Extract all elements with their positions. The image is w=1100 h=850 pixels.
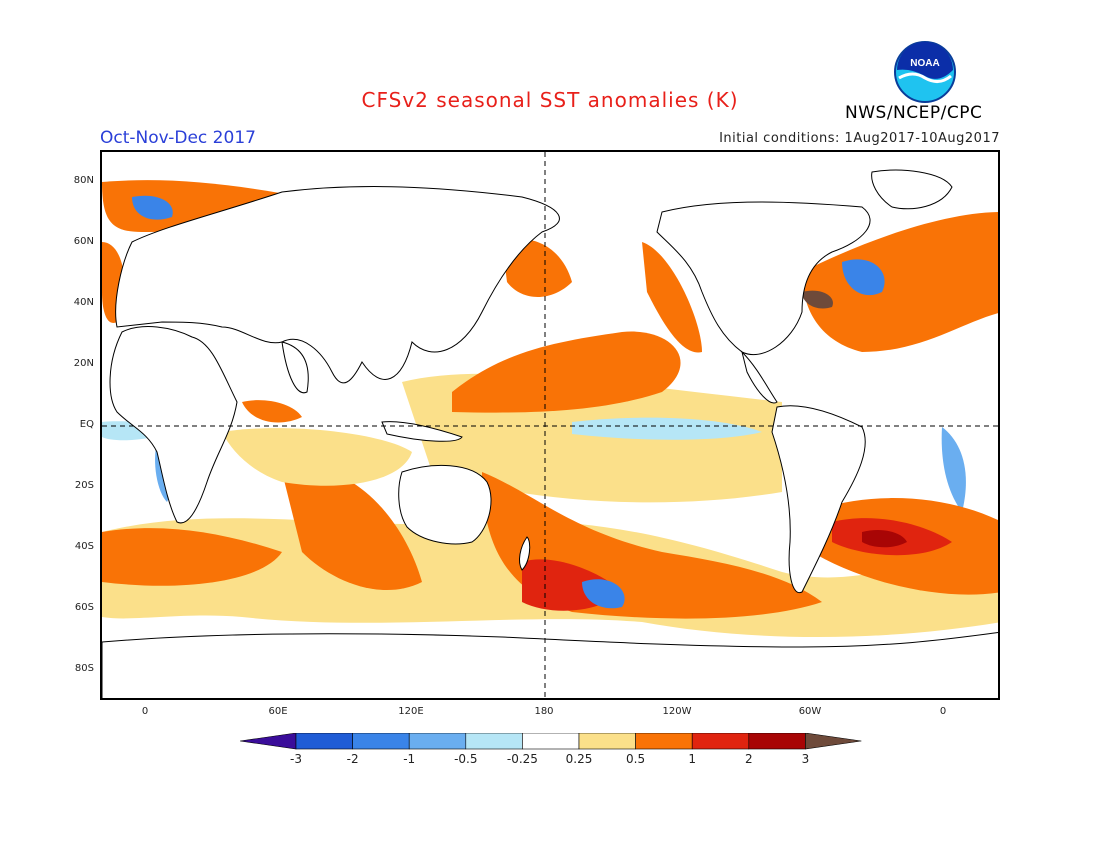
lat-label-20s: 20S [74,480,94,491]
colorbar-box-2 [352,732,410,750]
colorbar-min-triangle [239,732,297,750]
colorbar-box-8 [691,732,750,750]
lat-label-80n: 80N [73,175,94,186]
initial-conditions: Initial conditions: 1Aug2017-10Aug2017 [719,131,1000,146]
colorbar-svg [239,732,862,750]
colorbar-box-3 [408,732,467,750]
land-antarctica [102,632,998,698]
sst-anomaly-map [100,150,1000,700]
field-so-orange1 [282,468,422,591]
agency-label: NWS/NCEP/CPC [845,103,983,123]
field-npac-orange [452,331,681,413]
land-outlines [102,169,998,698]
lon-label-120e: 120E [398,706,424,717]
colorbar-max-triangle [805,732,862,750]
colorbar-tick-label: 2 [744,752,753,766]
lat-label-40s: 40S [74,541,94,552]
land-central-america [741,350,778,404]
forecast-period: Oct-Nov-Dec 2017 [100,128,256,148]
land-africa [109,326,238,524]
field-natl-brown [802,290,833,309]
colorbar-box-4 [465,732,523,750]
land-south-america [771,405,866,594]
land-north-america [656,201,871,356]
land-australia [398,464,492,545]
lat-label-60n: 60N [73,236,94,247]
anomaly-fields [102,180,998,637]
colorbar-tick-label: 0.5 [626,752,646,766]
noaa-logo: NOAA [893,40,957,104]
field-arctic-cold [132,195,173,220]
land-indonesia [381,421,463,442]
colorbar-tick-label: -0.25 [506,752,538,766]
colorbar-box-5 [522,732,580,750]
colorbar-tick-label: -0.5 [454,752,478,766]
land-india [281,341,309,394]
field-natl-orange [802,212,998,352]
lat-label-80s: 80S [74,663,94,674]
colorbar-tick-label: 0.25 [565,752,593,766]
colorbar [239,732,862,755]
colorbar-tick-label: -1 [403,752,416,766]
colorbar-box-7 [635,732,693,750]
lon-label-180: 180 [534,706,554,717]
chart-title: CFSv2 seasonal SST anomalies (K) [361,88,739,112]
colorbar-box-6 [578,732,636,750]
colorbar-box-9 [748,732,806,750]
field-atl-cold [941,427,966,512]
lat-label-40n: 40N [73,297,94,308]
field-so-cold [582,579,625,609]
colorbar-box-1 [295,732,353,750]
lat-label-60s: 60S [74,602,94,613]
field-natl-cold [842,259,885,296]
field-satl-dark [862,530,907,548]
field-indian-orange [242,400,302,423]
colorbar-tick-label: 3 [801,752,810,766]
field-so-orange3 [102,528,282,586]
lon-label-60e: 60E [268,706,288,717]
field-alaska [642,242,702,353]
lon-label-120w: 120W [662,706,692,717]
land-nz [519,536,531,571]
lon-label-0-west: 0 [141,706,149,717]
lon-label-0-east: 0 [939,706,947,717]
colorbar-tick-label: -2 [346,752,359,766]
field-indian-light [222,428,412,486]
land-greenland [871,169,953,210]
colorbar-tick-label: 1 [688,752,696,766]
lat-label-20n: 20N [73,358,94,369]
colorbar-tick-label: -3 [290,752,302,766]
lon-label-60w: 60W [798,706,822,717]
field-eq-cold [572,417,762,440]
lat-label-eq: EQ [79,419,94,430]
map-canvas [102,152,998,698]
noaa-logo-text: NOAA [910,58,939,69]
